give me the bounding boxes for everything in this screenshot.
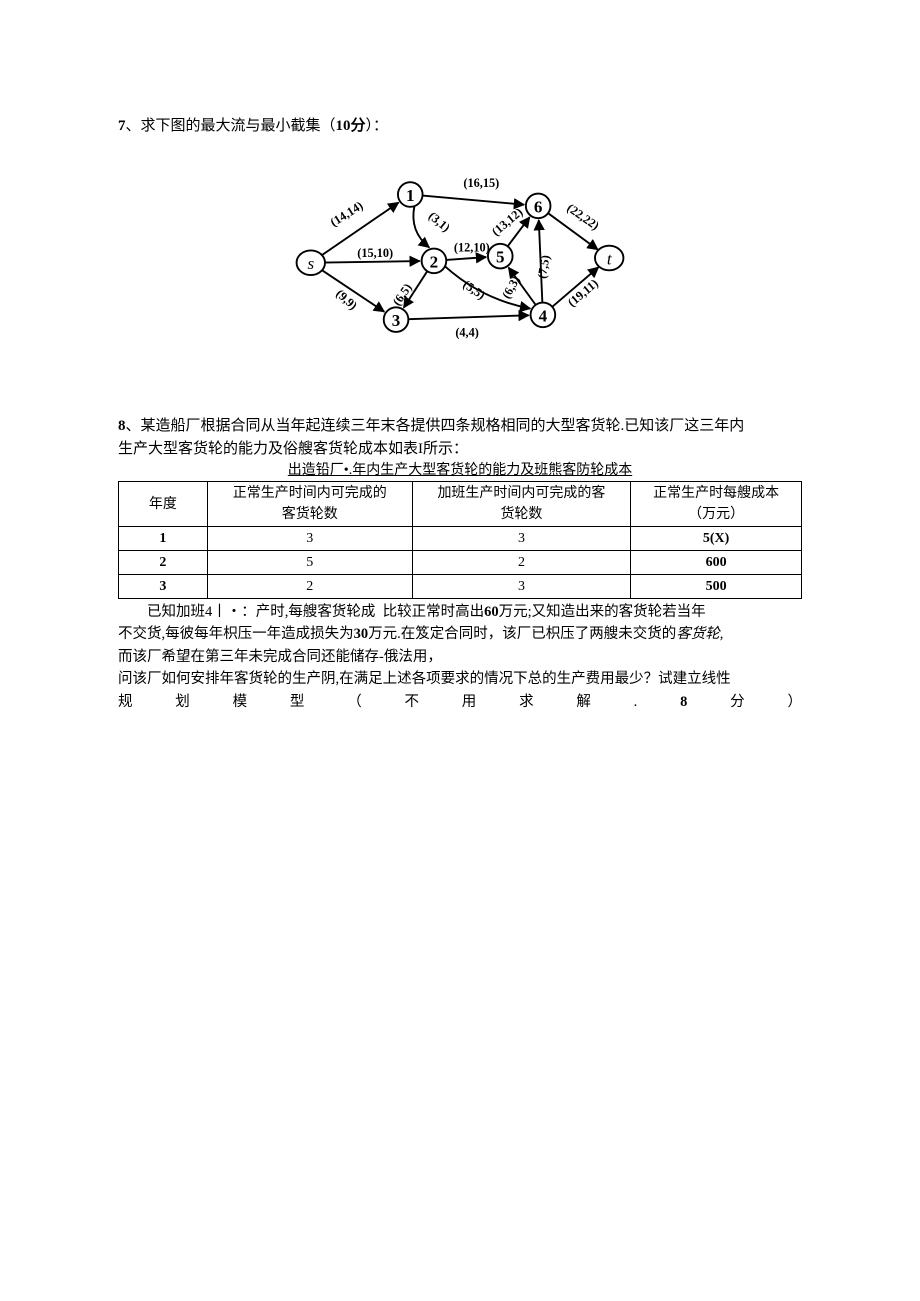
q7-title: 7、求下图的最大流与最小截集（10分）：	[118, 115, 802, 138]
edge-label: (15,10)	[357, 246, 393, 260]
justified-char: 划	[175, 691, 190, 713]
q7-sep: 、	[126, 118, 141, 134]
q8-intro-l2: 生产大型客货轮的能力及俗艘客货轮成本如表I所示：	[118, 441, 468, 457]
table-cell: 2	[207, 575, 412, 599]
table-cell: 5(X)	[631, 527, 802, 551]
table-header: 正常生产时每艘成本（万元）	[631, 482, 802, 527]
graph-node-label: s	[307, 254, 314, 273]
edge-label: (6,3)	[499, 273, 523, 300]
num30: 30	[354, 626, 369, 642]
table-title: 出造铅厂•.年内生产大型客货轮的能力及班熊客防轮成本	[118, 460, 802, 481]
graph-edge	[408, 315, 528, 319]
graph-edge	[413, 206, 429, 247]
justified-char: 8	[680, 691, 687, 713]
q8-intro-l1: 某造船厂根据合同从当年起连续三年末各提供四条规格相同的大型客货轮.已知该厂这三年…	[141, 418, 745, 434]
table-header: 年度	[119, 482, 208, 527]
graph-svg: 123456st (14,14)(15,10)(9,9)(3,1)(16,15)…	[270, 168, 650, 348]
txt: 而该厂希望在第三年未完成合同还能储存-俄法用，	[118, 646, 802, 668]
q7-score: 10分	[336, 118, 366, 134]
edge-label: (6,5)	[390, 280, 415, 307]
justified-char: 用	[462, 691, 477, 713]
table-header: 正常生产时间内可完成的客货轮数	[207, 482, 412, 527]
justified-char: ）	[787, 691, 802, 713]
justified-char: 型	[290, 691, 305, 713]
graph-node-label: 1	[406, 185, 415, 204]
num60: 60	[484, 604, 499, 620]
justified-char: 解	[576, 691, 591, 713]
edge-label: (12,10)	[454, 240, 490, 254]
edge-label: (7,5)	[535, 253, 553, 279]
graph-edge	[446, 257, 486, 260]
justified-char: 不	[404, 691, 419, 713]
q7-text: 求下图的最大流与最小截集（	[141, 118, 336, 134]
justified-last-line: 规 划 模 型 （ 不 用 求 解. 8 分 ）	[118, 691, 802, 713]
table-row: 252600	[119, 551, 802, 575]
maxflow-graph: 123456st (14,14)(15,10)(9,9)(3,1)(16,15)…	[270, 168, 650, 356]
justified-char: 规	[118, 691, 133, 713]
txt: 不交货,每彼每年枳压一年造成损失为	[118, 626, 354, 642]
edge-label: (4,4)	[455, 325, 479, 339]
q8-sep: 、	[126, 418, 141, 434]
q8-section: 8、某造船厂根据合同从当年起连续三年末各提供四条规格相同的大型客货轮.已知该厂这…	[118, 415, 802, 713]
table-header: 加班生产时间内可完成的客货轮数	[412, 482, 631, 527]
graph-node-label: 6	[534, 197, 543, 216]
justified-char: 分	[730, 691, 745, 713]
edge-label: (9,9)	[333, 286, 360, 312]
txt-italic: 客货轮,	[676, 626, 723, 642]
graph-node-label: 4	[539, 306, 548, 325]
table-row: 323500	[119, 575, 802, 599]
q7-suffix: ）：	[366, 118, 389, 134]
table-cell: 5	[207, 551, 412, 575]
edge-label: (14,14)	[328, 198, 366, 229]
edge-label: (22,22)	[564, 200, 601, 232]
graph-node-label: 5	[496, 247, 505, 266]
justified-char: .	[634, 691, 638, 713]
q8-intro: 8、某造船厂根据合同从当年起连续三年末各提供四条规格相同的大型客货轮.已知该厂这…	[118, 415, 802, 460]
justified-char: （	[347, 691, 362, 713]
q7-number: 7	[118, 118, 126, 134]
table-cell: 3	[412, 527, 631, 551]
edge-label: (16,15)	[463, 175, 499, 189]
table-cell: 2	[412, 551, 631, 575]
txt: 比较正常时高出	[383, 604, 485, 620]
q8-number: 8	[118, 418, 126, 434]
txt: 万元.在笈定合同时，该厂已枳压了两艘未交货的	[368, 626, 676, 642]
edge-label: (13,12)	[489, 204, 525, 238]
edge-label: (3,1)	[426, 208, 453, 234]
cost-table: 年度正常生产时间内可完成的客货轮数加班生产时间内可完成的客货轮数正常生产时每艘成…	[118, 481, 802, 599]
table-cell: 3	[412, 575, 631, 599]
graph-container: 123456st (14,14)(15,10)(9,9)(3,1)(16,15)…	[118, 168, 802, 356]
table-row: 1335(X)	[119, 527, 802, 551]
table-cell: 600	[631, 551, 802, 575]
justified-char: 求	[519, 691, 534, 713]
table-cell: 1	[119, 527, 208, 551]
txt: 已知加班4丨・：产时,每艘客货轮成	[147, 604, 375, 620]
justified-char: 模	[233, 691, 248, 713]
graph-node-label: 3	[392, 311, 401, 330]
graph-edge	[323, 261, 420, 262]
table-cell: 500	[631, 575, 802, 599]
txt: 万元;又知造出来的客货轮若当年	[499, 604, 706, 620]
graph-edge	[423, 195, 524, 204]
table-cell: 3	[207, 527, 412, 551]
table-cell: 3	[119, 575, 208, 599]
graph-node-label: 2	[430, 252, 439, 271]
txt: 问该厂如何安排年客货轮的生产阴,在满足上述各项要求的情况下总的生产费用最少？试建…	[118, 668, 802, 690]
table-cell: 2	[119, 551, 208, 575]
q8-after-text: 已知加班4丨・：产时,每艘客货轮成 比较正常时高出60万元;又知造出来的客货轮若…	[118, 601, 802, 713]
